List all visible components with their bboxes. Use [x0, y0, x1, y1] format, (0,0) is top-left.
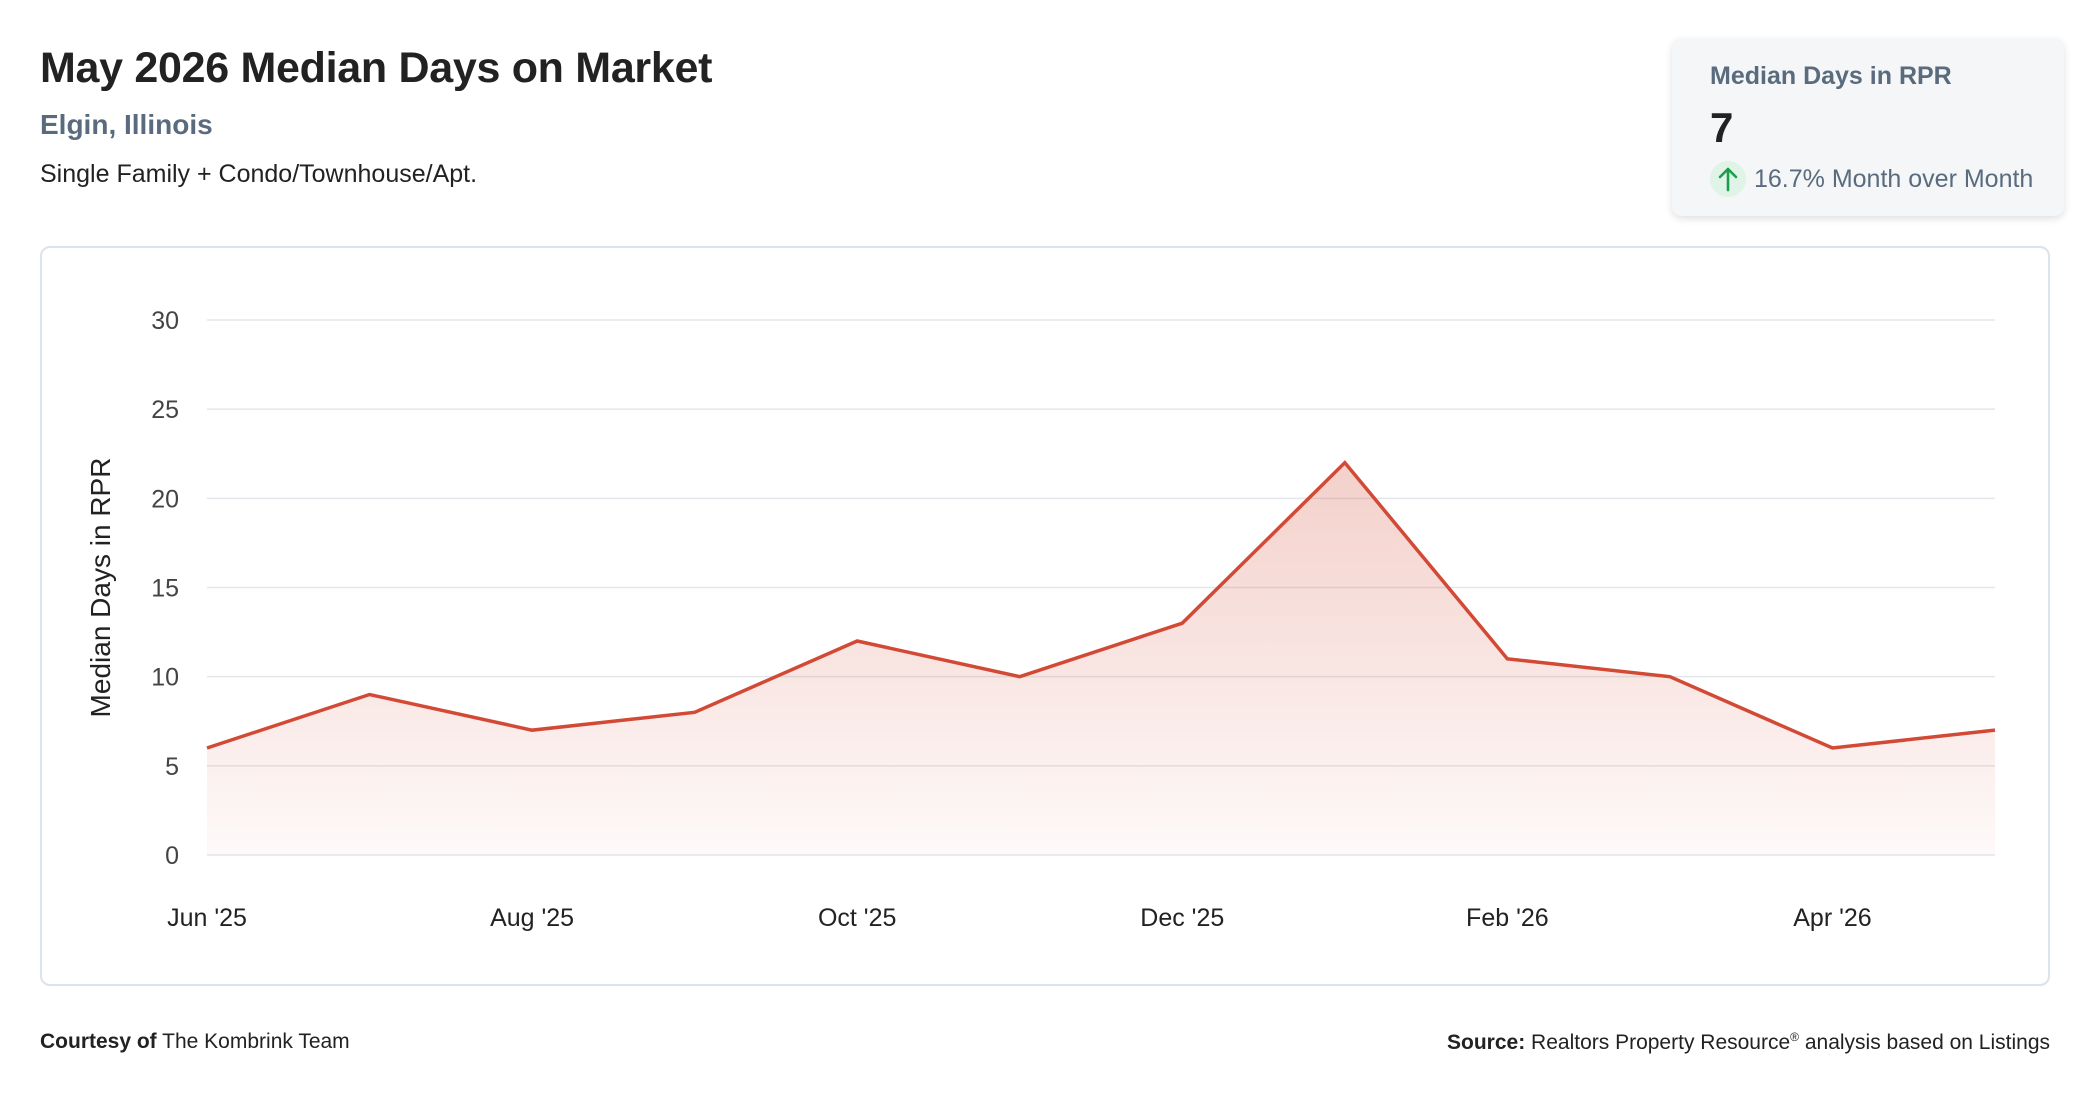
registered-mark: ®	[1790, 1030, 1799, 1044]
x-tick-label: Feb '26	[1466, 904, 1549, 932]
kpi-change-text: 16.7% Month over Month	[1754, 164, 2034, 193]
x-tick-label: Apr '26	[1793, 904, 1871, 932]
y-tick-label: 20	[151, 485, 179, 513]
y-tick-label: 10	[151, 664, 179, 692]
courtesy-label: Courtesy of	[40, 1030, 157, 1053]
property-type-subtitle: Single Family + Condo/Townhouse/Apt.	[40, 160, 478, 188]
y-tick-label: 0	[165, 842, 179, 870]
courtesy-footer: Courtesy of The Kombrink Team	[40, 1030, 350, 1054]
x-tick-label: Jun '25	[167, 904, 247, 932]
courtesy-name: The Kombrink Team	[162, 1030, 350, 1053]
source-footer: Source: Realtors Property Resource® anal…	[1447, 1030, 2050, 1055]
y-tick-label: 5	[165, 753, 179, 781]
source-detail: analysis based on Listings	[1804, 1031, 2050, 1054]
kpi-label: Median Days in RPR	[1710, 62, 1952, 90]
y-axis-title: Median Days in RPR	[85, 458, 116, 718]
y-tick-label: 15	[151, 575, 179, 603]
page-title: May 2026 Median Days on Market	[40, 44, 713, 92]
kpi-change: 16.7% Month over Month	[1710, 161, 2033, 197]
y-tick-label: 30	[151, 307, 179, 335]
series-area	[207, 462, 1995, 855]
x-tick-label: Dec '25	[1140, 904, 1224, 932]
arrow-up-icon	[1710, 161, 1746, 197]
source-name: Realtors Property Resource	[1531, 1031, 1791, 1054]
x-tick-label: Aug '25	[490, 904, 574, 932]
kpi-value: 7	[1710, 104, 1734, 151]
location-label: Elgin, Illinois	[40, 109, 213, 140]
chart-container: 0 5 10 15 20 25 30 Median Days in RPR Jun '25 Aug…	[40, 246, 2050, 986]
kpi-card: Median Days in RPR 7 16.7% Month over Mo…	[1672, 38, 2064, 216]
x-tick-label: Oct '25	[818, 904, 896, 932]
series-line	[206, 460, 1996, 750]
median-days-chart: 0 5 10 15 20 25 30 Median Days in RPR Jun '25 Aug…	[85, 307, 1996, 932]
source-label: Source:	[1447, 1031, 1526, 1054]
y-tick-label: 25	[151, 396, 179, 424]
